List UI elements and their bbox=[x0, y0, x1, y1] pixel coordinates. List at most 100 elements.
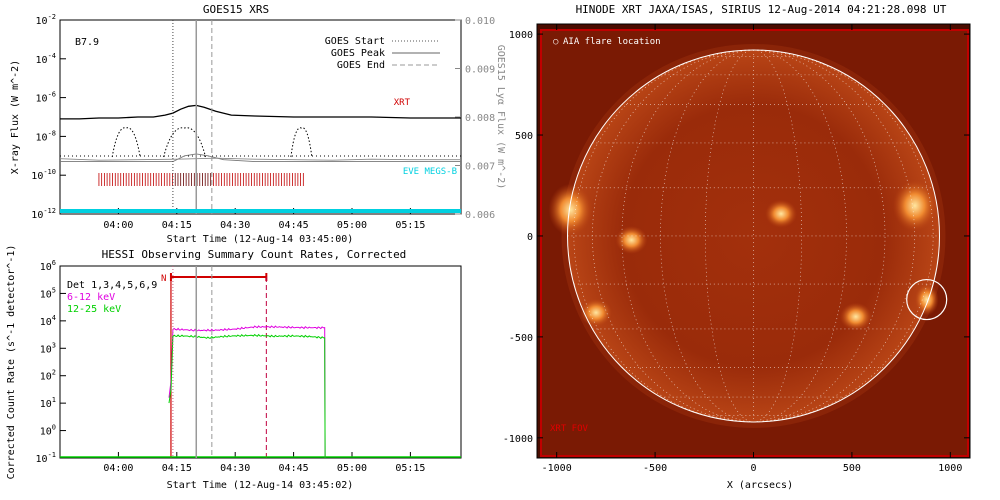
hessi-y-tick-label: 101 bbox=[40, 396, 56, 410]
xrt-x-tick-label: -1000 bbox=[542, 463, 572, 474]
xrt-y-tick-label: -500 bbox=[509, 333, 533, 344]
longitude-grid-line bbox=[660, 49, 754, 423]
goes-y-tick-label: 10-4 bbox=[36, 52, 56, 66]
hessi-x-tick-label: 04:00 bbox=[103, 463, 133, 474]
hessi-legend-high: 12-25 keV bbox=[67, 304, 121, 315]
hessi-x-axis: 04:00 04:15 04:30 04:45 05:00 05:15 bbox=[103, 452, 425, 474]
active-region bbox=[615, 225, 648, 254]
goes-observation-ticks bbox=[98, 173, 304, 186]
hessi-x-tick-label: 05:00 bbox=[337, 463, 367, 474]
goes-y2-tick-label: 0.007 bbox=[465, 162, 495, 173]
goes-x-tick-label: 04:00 bbox=[103, 220, 133, 231]
goes-dotted-bump bbox=[290, 127, 313, 158]
xrt-fov-box bbox=[540, 29, 969, 457]
xrt-x-tick-label: 0 bbox=[750, 463, 756, 474]
xrt-x-tick-label: 1000 bbox=[938, 463, 962, 474]
hessi-y-tick-label: 106 bbox=[40, 259, 56, 273]
hessi-series bbox=[60, 325, 461, 459]
longitude-grid-line bbox=[753, 49, 847, 423]
legend-goes-peak: GOES Peak bbox=[331, 48, 385, 59]
hessi-x-tick-label: 05:15 bbox=[395, 463, 425, 474]
goes-y2-axis: 0.010 0.009 0.008 0.007 0.006 bbox=[455, 16, 495, 221]
active-region bbox=[580, 298, 613, 327]
hessi-y-tick-label: 104 bbox=[40, 314, 56, 328]
hessi-x-tick-label: 04:15 bbox=[162, 463, 192, 474]
active-region bbox=[892, 179, 937, 232]
hessi-x-tick-label: 04:45 bbox=[279, 463, 309, 474]
goes-y-tick-label: 10-10 bbox=[31, 168, 56, 182]
solar-disk bbox=[548, 43, 948, 428]
hessi-y-tick-label: 100 bbox=[40, 424, 56, 438]
longitude-grid-line bbox=[753, 49, 886, 423]
hessi-detectors: Det 1,3,4,5,6,9 bbox=[67, 280, 157, 291]
goes-x-tick-label: 04:45 bbox=[279, 220, 309, 231]
hessi-y-axis: 106 105 104 103 102 101 100 10-1 bbox=[36, 259, 66, 465]
legend-goes-end: GOES End bbox=[337, 60, 385, 71]
hessi-y-tick-label: 10-1 bbox=[36, 451, 56, 465]
goes-series-line bbox=[60, 153, 461, 163]
hessi-series-line bbox=[168, 325, 326, 459]
longitude-grid-line bbox=[621, 49, 754, 423]
goes-x-label: Start Time (12-Aug-14 03:45:00) bbox=[167, 234, 354, 245]
flare-bright-region bbox=[914, 283, 939, 316]
hessi-y-label: Corrected Count Rate (s^-1 detector^-1) bbox=[6, 245, 17, 480]
eve-label: EVE MEGS-B bbox=[403, 167, 457, 177]
goes-x-tick-label: 05:15 bbox=[395, 220, 425, 231]
xrt-image-panel: HINODE XRT JAXA/ISAS, SIRIUS 12-Aug-2014… bbox=[503, 3, 971, 491]
goes-y2-label: GOES15 Lyα Flux (W m^-2) bbox=[495, 45, 506, 190]
active-region bbox=[765, 199, 798, 228]
aia-flare-location-circle bbox=[906, 278, 948, 321]
goes-y-tick-label: 10-6 bbox=[36, 91, 56, 105]
hessi-y-tick-label: 102 bbox=[40, 369, 56, 383]
goes-y2-tick-label: 0.010 bbox=[465, 16, 495, 27]
goes-y-tick-label: 10-12 bbox=[31, 207, 56, 221]
goes-flare-class: B7.9 bbox=[75, 37, 99, 48]
xrt-x-tick-label: -500 bbox=[643, 463, 667, 474]
goes-series-line bbox=[59, 157, 461, 161]
xrt-title: HINODE XRT JAXA/ISAS, SIRIUS 12-Aug-2014… bbox=[576, 3, 947, 16]
longitude-grid-line bbox=[753, 49, 915, 423]
hessi-x-tick-label: 04:30 bbox=[220, 463, 250, 474]
xrt-y-tick-label: 0 bbox=[527, 232, 533, 243]
xrt-y-tick-label: 1000 bbox=[509, 30, 533, 41]
xrt-fov-label: XRT FOV bbox=[550, 424, 589, 434]
goes-series bbox=[59, 104, 461, 163]
hessi-legend-low: 6-12 keV bbox=[67, 292, 115, 303]
hessi-night-marker: N bbox=[161, 273, 268, 458]
hessi-night-label: N bbox=[161, 274, 166, 284]
xrt-x-tick-label: 500 bbox=[843, 463, 861, 474]
hessi-plot-frame bbox=[59, 265, 462, 459]
xrt-x-label: X (arcsecs) bbox=[727, 480, 793, 491]
goes-y-label: X-ray Flux (W m^-2) bbox=[10, 60, 21, 174]
goes-y-tick-label: 10-8 bbox=[36, 129, 56, 143]
aia-legend-icon: ○ bbox=[553, 37, 559, 47]
active-region bbox=[839, 302, 872, 331]
goes-y-tick-label: 10-2 bbox=[36, 13, 56, 27]
goes-x-tick-label: 04:15 bbox=[162, 220, 192, 231]
hessi-y-tick-label: 103 bbox=[40, 341, 56, 355]
xrt-axes: -1000 -500 0 500 1000 1000 500 0 -500 -1000 bbox=[503, 23, 971, 474]
hessi-series-line bbox=[168, 333, 326, 459]
goes-event-markers bbox=[172, 20, 213, 214]
xrt-y-tick-label: 500 bbox=[515, 131, 533, 142]
goes-dotted-bump bbox=[163, 127, 207, 158]
goes-title: GOES15 XRS bbox=[203, 3, 269, 16]
hessi-x-label: Start Time (12-Aug-14 03:45:02) bbox=[167, 480, 354, 491]
goes-y2-tick-label: 0.008 bbox=[465, 113, 495, 124]
goes-y-axis: 10-2 10-4 10-6 10-8 10-10 10-12 bbox=[31, 13, 66, 221]
hessi-y-tick-label: 105 bbox=[40, 286, 56, 300]
goes-dotted-bump bbox=[111, 127, 141, 158]
goes-chart: GOES15 XRS 10-2 10-4 10-6 10-8 10-10 10-12 0.… bbox=[10, 3, 506, 245]
longitude-grid-line bbox=[592, 49, 754, 423]
longitude-grid-line bbox=[753, 49, 802, 423]
longitude-grid-line bbox=[705, 49, 754, 423]
hessi-chart: HESSI Observing Summary Count Rates, Cor… bbox=[6, 245, 462, 491]
solar-limb bbox=[567, 49, 940, 423]
goes-x-tick-label: 05:00 bbox=[337, 220, 367, 231]
goes-y2-tick-label: 0.009 bbox=[465, 65, 495, 76]
goes-y2-tick-label: 0.006 bbox=[465, 210, 495, 221]
active-region bbox=[548, 183, 593, 236]
legend-goes-start: GOES Start bbox=[325, 36, 385, 47]
xrt-y-tick-label: -1000 bbox=[503, 434, 533, 445]
